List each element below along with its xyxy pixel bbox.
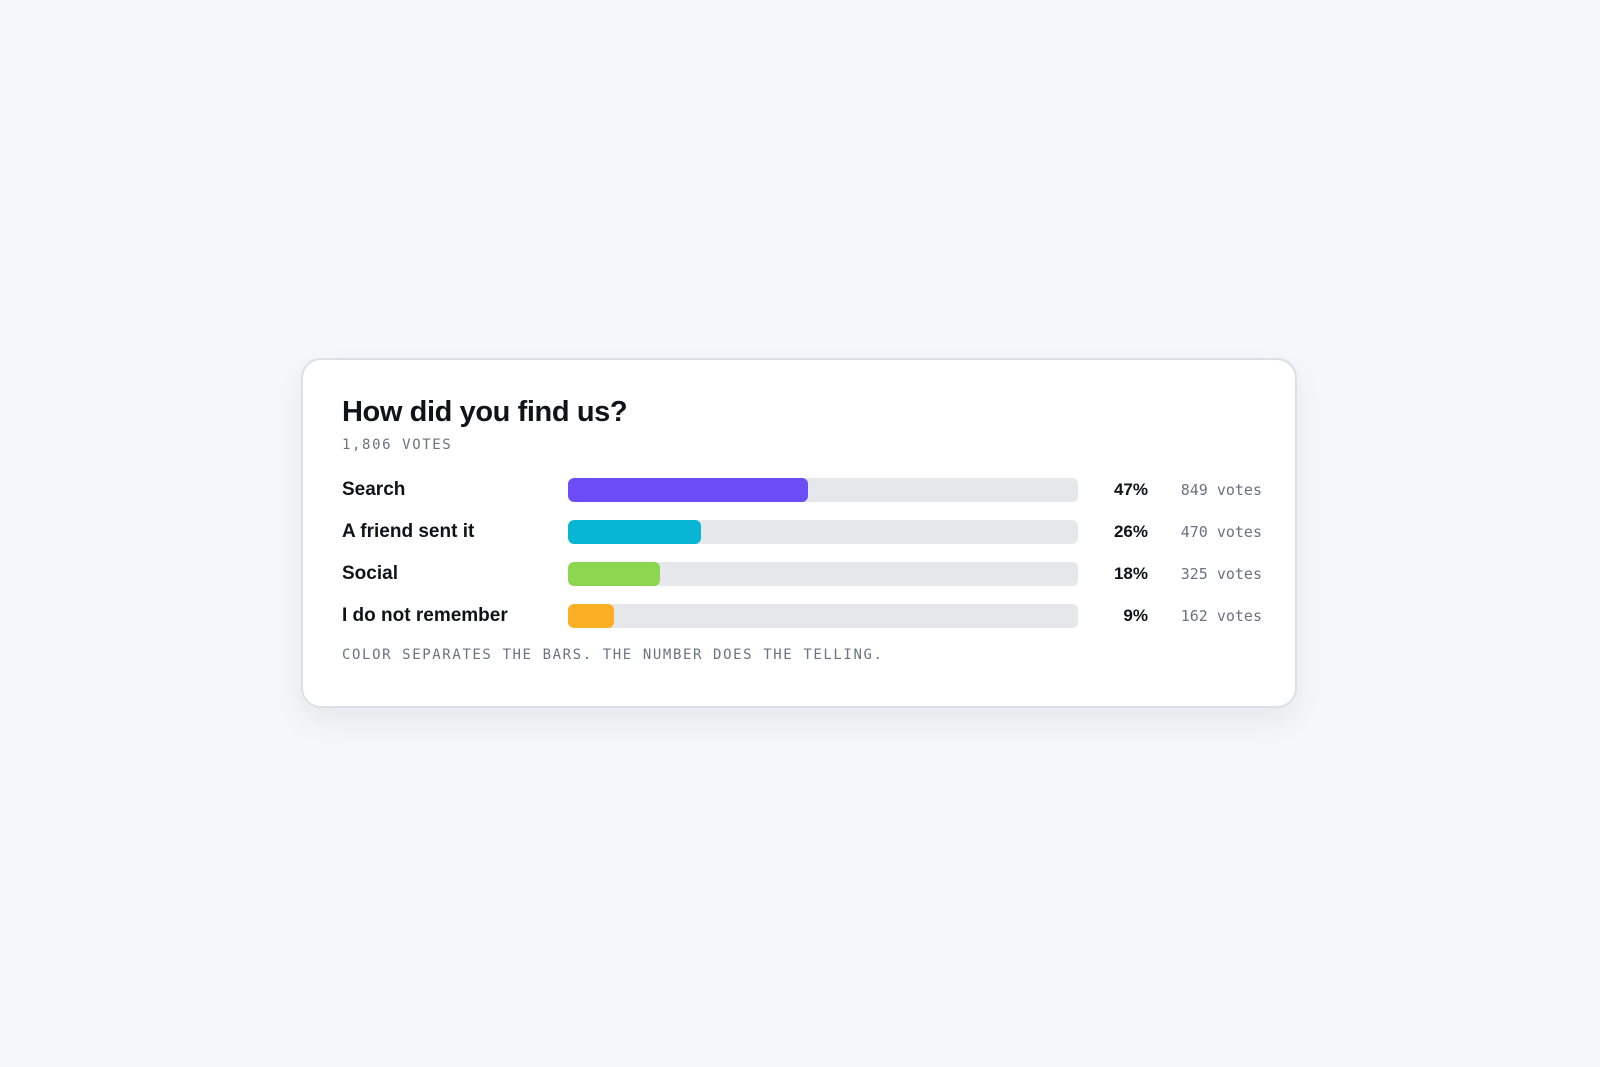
option-percent: 9% (1123, 606, 1148, 625)
option-bar-track (568, 478, 1078, 502)
option-bar-fill (568, 562, 660, 586)
option-bar-track (568, 520, 1078, 544)
option-votes: 325 votes (1180, 565, 1262, 583)
poll-title: How did you find us? (342, 396, 628, 428)
poll-option[interactable]: A friend sent it 26% 470 votes (342, 520, 1262, 544)
poll-option[interactable]: Social 18% 325 votes (342, 562, 1262, 586)
poll-options: Search 47% 849 votes A friend sent it 26… (342, 478, 1262, 628)
poll-option[interactable]: Search 47% 849 votes (342, 478, 1262, 502)
option-label: A friend sent it (342, 521, 475, 542)
option-bar-fill (568, 604, 614, 628)
option-votes: 470 votes (1180, 523, 1262, 541)
option-label: Social (342, 563, 398, 584)
option-percent: 26% (1113, 522, 1148, 541)
option-label: I do not remember (342, 605, 508, 626)
option-votes: 849 votes (1180, 481, 1262, 499)
option-votes: 162 votes (1180, 607, 1262, 625)
option-percent: 18% (1113, 564, 1148, 583)
poll-option[interactable]: I do not remember 9% 162 votes (342, 604, 1262, 628)
total-votes: 1,806 VOTES (342, 437, 453, 453)
poll-footnote: COLOR SEPARATES THE BARS. THE NUMBER DOE… (342, 647, 884, 663)
option-percent: 47% (1113, 480, 1148, 499)
poll-card: How did you find us? 1,806 VOTES Search … (301, 358, 1297, 708)
option-label: Search (342, 479, 406, 500)
option-bar-track (568, 604, 1078, 628)
option-bar-fill (568, 478, 808, 502)
option-bar-fill (568, 520, 701, 544)
option-bar-track (568, 562, 1078, 586)
